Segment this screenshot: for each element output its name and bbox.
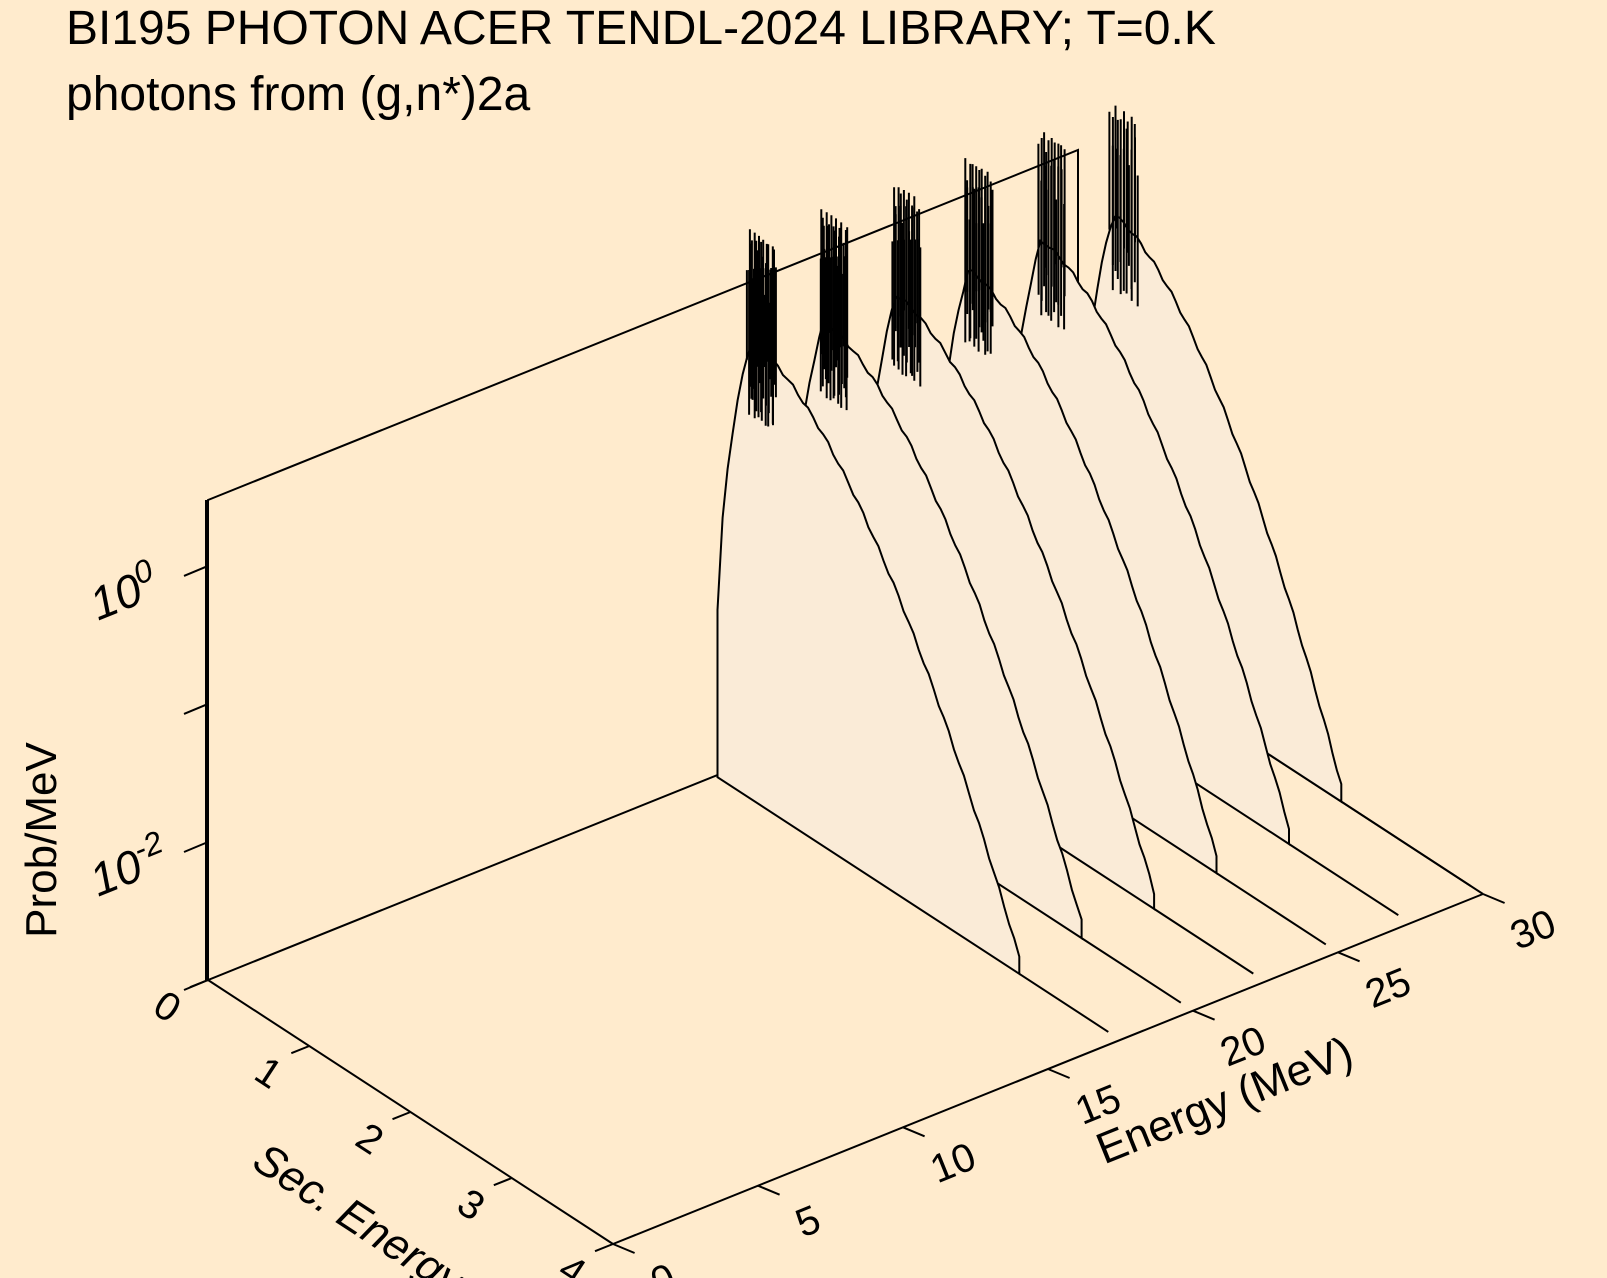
xtick-mark [392, 1111, 411, 1121]
ytick-label: 0 [645, 1255, 682, 1278]
ztick-label: 100 [80, 551, 165, 630]
ztick-mark [183, 564, 209, 577]
xtick-label: 2 [348, 1115, 391, 1164]
xtick-mark [594, 1243, 614, 1253]
spectrum-floor-20 [1081, 937, 1182, 1004]
xtick-mark [493, 1177, 513, 1187]
xtick-label: 3 [450, 1181, 493, 1230]
spectrum-floor-17.5 [1018, 972, 1109, 1033]
spectrum-floor-22.5 [1153, 908, 1254, 975]
ztick-mark [183, 841, 209, 853]
spectrum-floor-30 [1340, 800, 1472, 887]
ytick-mark [612, 1243, 635, 1254]
ztick-mark [183, 979, 209, 991]
ytick-mark [1047, 1068, 1070, 1079]
z-axis-label: Prob/MeV [17, 742, 66, 938]
chart-subtitle: photons from (g,n*)2a [66, 68, 531, 121]
ytick-mark [902, 1126, 925, 1138]
ztick-mark [183, 702, 209, 715]
ytick-mark [1482, 893, 1505, 904]
ytick-mark [757, 1184, 780, 1196]
xtick-label: 4 [551, 1247, 594, 1278]
chart-title: BI195 PHOTON ACER TENDL-2024 LIBRARY; T=… [66, 2, 1216, 55]
ztick-label: 10-2 [80, 824, 175, 907]
ytick-label: 25 [1359, 960, 1417, 1017]
ytick-label: 30 [1504, 901, 1562, 958]
ytick-mark [1192, 1009, 1215, 1021]
spectrum-17.5 [716, 229, 1109, 1033]
xtick-label: 0 [146, 983, 189, 1032]
spectrum-floor-27.5 [1288, 843, 1399, 917]
ytick-label: 10 [924, 1135, 982, 1192]
spectra-group [716, 105, 1472, 1033]
xtick-label: 1 [247, 1049, 290, 1098]
spectrum-floor-25 [1215, 872, 1327, 946]
ytick-mark [1337, 951, 1360, 963]
ytick-label: 5 [790, 1197, 827, 1246]
xtick-mark [290, 1045, 310, 1055]
